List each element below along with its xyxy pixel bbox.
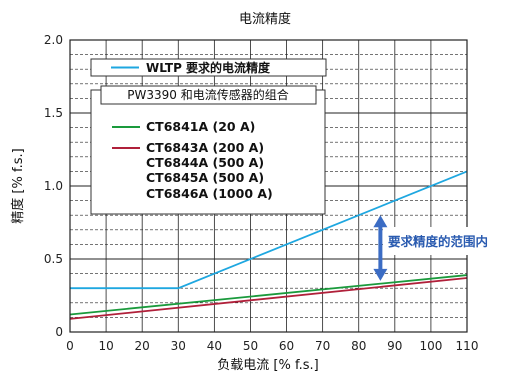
- y-tick-label: 2.0: [44, 33, 63, 47]
- x-tick-label: 100: [419, 339, 442, 353]
- annotation-bg: [385, 227, 500, 255]
- legend-group-title-box: [100, 85, 317, 105]
- series-line-0: [70, 170, 468, 290]
- y-tick-label: 1.5: [44, 106, 63, 120]
- series-line-2: [69, 277, 468, 320]
- y-tick-label: 1.0: [44, 179, 63, 193]
- x-tick-label: 40: [207, 339, 222, 353]
- legend-red-label-3: CT6845A (500 A): [146, 170, 264, 185]
- legend-green-label: CT6841A (20 A): [146, 119, 255, 134]
- chart-title: 电流精度: [239, 11, 291, 27]
- legend-wltp: WLTP 要求的电流精度: [90, 58, 327, 77]
- y-tick-labels: 0 0.5 1.0 1.5 2.0: [44, 33, 63, 339]
- x-tick-label: 90: [387, 339, 402, 353]
- x-axis-label: 负载电流 [% f.s.]: [217, 358, 318, 373]
- series-line-1: [69, 274, 468, 316]
- annotation-arrow-head-up: [373, 215, 388, 228]
- plot-frame: [69, 39, 468, 333]
- legend-group-title: PW3390 和电流传感器的组合: [127, 87, 288, 102]
- legend-group-box: [90, 89, 326, 215]
- accuracy-range-annotation: 要求精度的范围内: [373, 215, 500, 281]
- x-tick-label: 110: [456, 339, 479, 353]
- x-tick-label: 20: [135, 339, 150, 353]
- legend-red-label-2: CT6844A (500 A): [146, 155, 264, 170]
- x-tick-label: 80: [351, 339, 366, 353]
- legend-wltp-label: WLTP 要求的电流精度: [146, 60, 271, 75]
- x-tick-label: 50: [243, 339, 258, 353]
- y-axis-label: 精度 [% f.s.]: [10, 148, 26, 223]
- legend-red-label-1: CT6843A (200 A): [146, 140, 264, 155]
- x-tick-label: 30: [171, 339, 186, 353]
- annotation-text: 要求精度的范围内: [388, 234, 488, 249]
- y-tick-label: 0: [55, 325, 63, 339]
- legend-group: PW3390 和电流传感器的组合 CT6841A (20 A) CT6843A …: [90, 85, 326, 215]
- legend-wltp-box: [90, 58, 327, 77]
- x-tick-label: 0: [66, 339, 74, 353]
- x-tick-label: 10: [98, 339, 113, 353]
- x-tick-labels: 0 10 20 30 40 50 60 70 80 90 100 110: [66, 339, 478, 353]
- annotation-arrow-head-down: [373, 268, 388, 281]
- x-tick-label: 60: [279, 339, 294, 353]
- x-tick-label: 70: [315, 339, 330, 353]
- legend-red-label-4: CT6846A (1000 A): [146, 186, 273, 201]
- series-group: [69, 170, 468, 320]
- y-tick-label: 0.5: [44, 252, 63, 266]
